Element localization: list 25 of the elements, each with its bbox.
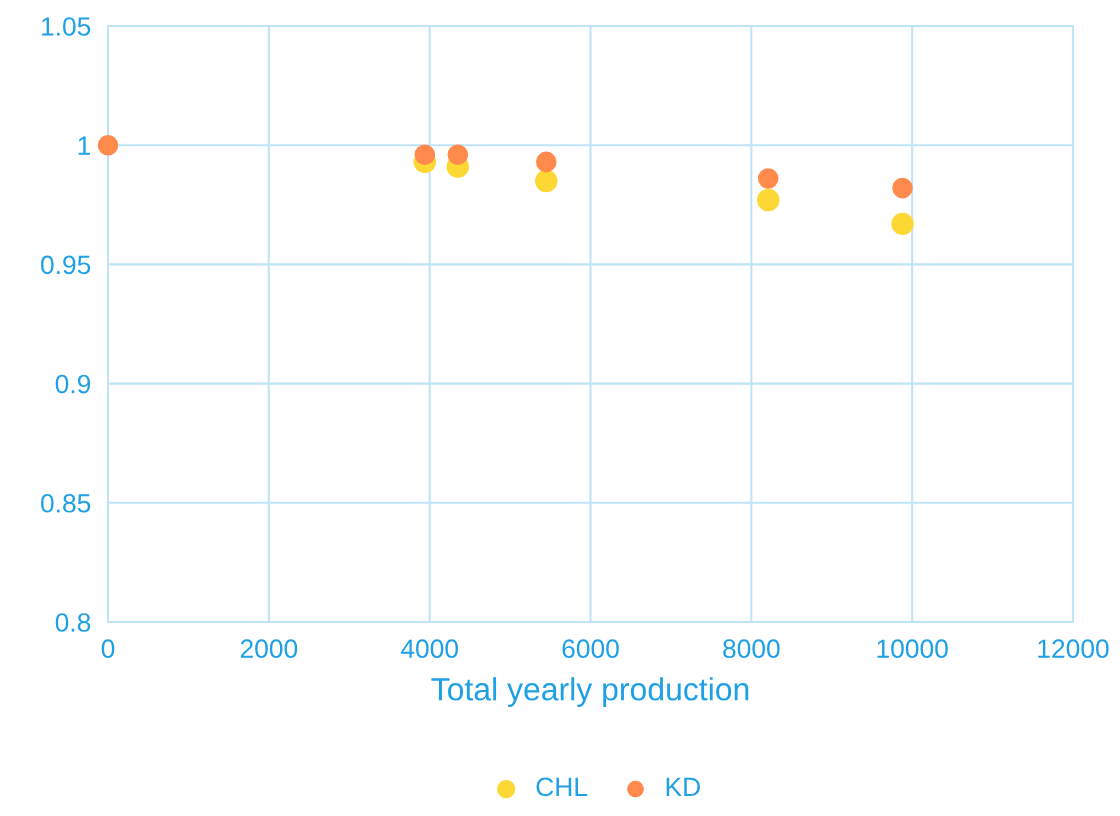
x-axis-title: Total yearly production [431,677,749,707]
point [892,177,913,199]
x-tick-label: 4000 [400,639,458,659]
point [891,212,914,236]
x-tick-label: 12000 [1038,639,1109,659]
point [757,168,779,189]
point [97,134,119,156]
x-tick-label: 2000 [240,639,298,659]
x-tick-label: 8000 [723,639,780,659]
y-tick-label: 0.8 [55,613,91,632]
y-tick-label: 1 [78,136,91,155]
y-tick-label: 0.85 [41,493,91,513]
legend-label: CHL [536,777,588,797]
x-tick-label: 6000 [562,639,619,659]
y-tick-label: 0.9 [55,374,91,394]
point [536,151,557,173]
point [414,144,436,166]
x-tick-label: 10000 [877,639,948,659]
point [447,144,469,166]
y-tick-label: 1.05 [41,17,91,36]
y-tick-label: 0.95 [41,255,91,275]
point [756,188,780,212]
x-tick-label: 0 [101,639,115,659]
point [535,169,558,193]
legend-label: KD [666,777,700,796]
